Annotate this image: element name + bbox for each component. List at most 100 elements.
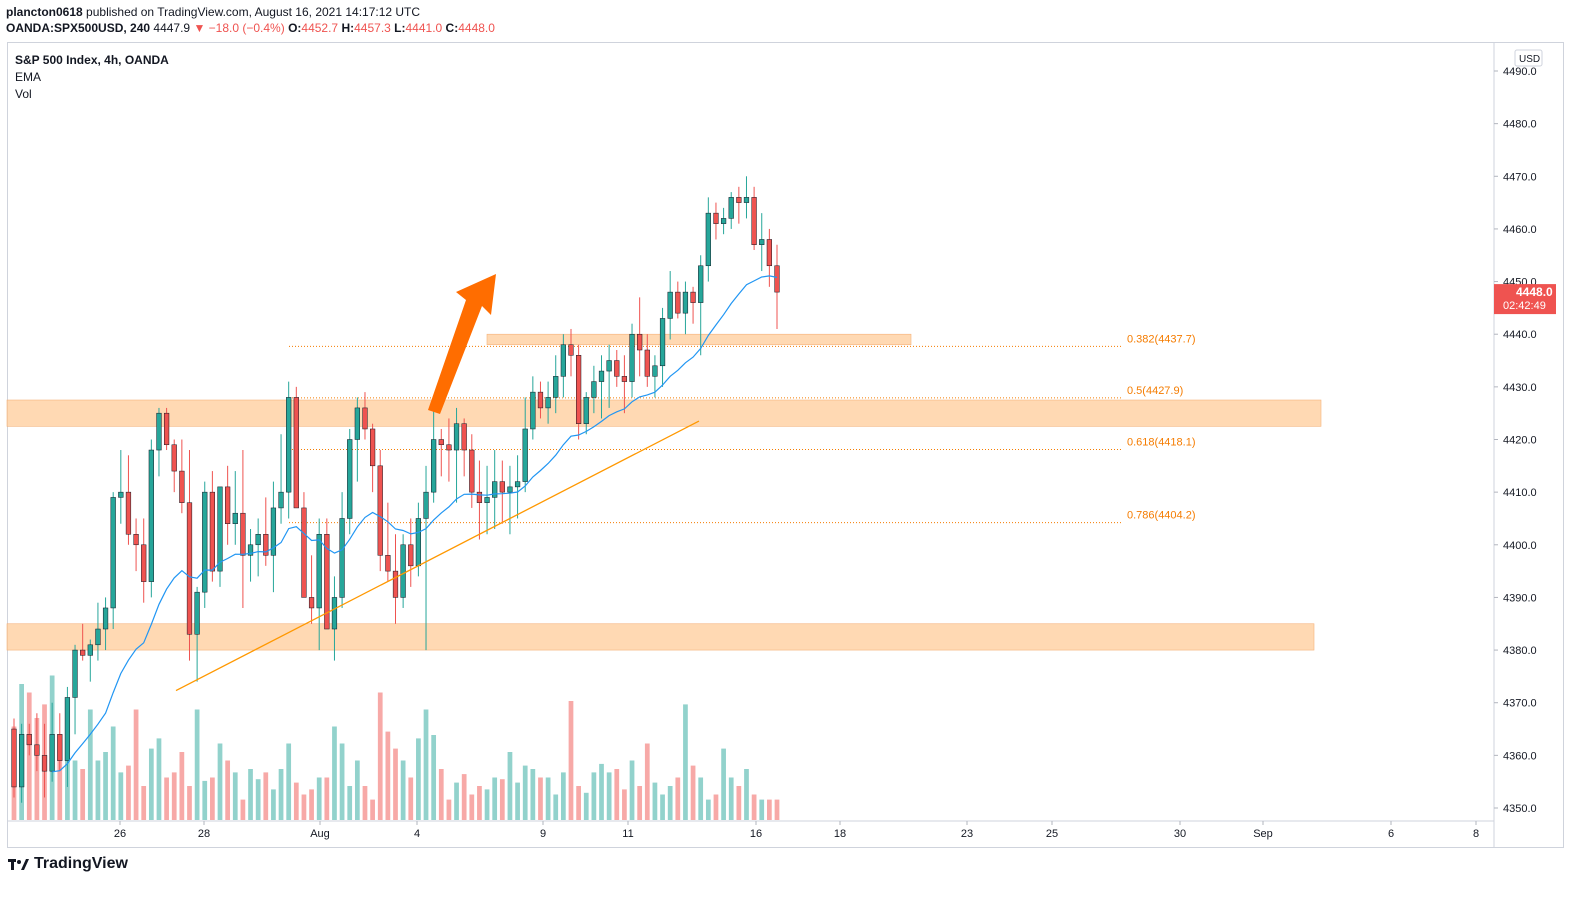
candle-body [26, 734, 32, 746]
candle-body [354, 407, 360, 440]
time-tick-label: 11 [622, 828, 633, 840]
volume-bar [286, 743, 292, 820]
candle [675, 281, 681, 319]
candle [19, 723, 25, 803]
chart-frame[interactable] [7, 42, 1564, 848]
legend-vol[interactable]: Vol [15, 87, 32, 101]
fib-level-label: 0.382(4437.7) [1127, 333, 1196, 345]
volume-bar [629, 760, 635, 820]
candle-body [369, 428, 376, 467]
candle [362, 392, 368, 440]
volume-bar [454, 782, 459, 820]
candle-body [377, 465, 383, 556]
candle-body [751, 197, 757, 245]
tradingview-logo[interactable]: TradingView [8, 855, 128, 873]
candle [507, 465, 513, 535]
time-tick-label: 26 [114, 828, 126, 840]
candle-body [179, 470, 185, 503]
volume-bar [232, 772, 238, 820]
up-arrow-icon [428, 274, 496, 414]
candle [476, 460, 483, 540]
volume-bar [248, 769, 253, 820]
candle [514, 455, 521, 519]
candle-body [499, 481, 505, 493]
candle [385, 502, 391, 582]
high-value: 4457.3 [354, 21, 391, 35]
candle [331, 576, 338, 661]
candle [301, 492, 307, 598]
volume-bar [530, 769, 536, 820]
candle-body [736, 197, 742, 203]
author[interactable]: plancton0618 [6, 5, 83, 19]
candle-body [263, 534, 269, 556]
candle-body [537, 391, 544, 409]
volume-bar [438, 769, 444, 820]
candle [720, 207, 727, 235]
volume-bar [26, 692, 32, 820]
volume-bar [522, 765, 528, 820]
candle-body [64, 697, 71, 761]
legend-title[interactable]: S&P 500 Index, 4h, OANDA [15, 53, 169, 67]
support-resistance-zone [486, 333, 912, 346]
published-note: published on TradingView.com, August 16,… [86, 5, 421, 19]
candle-body [11, 728, 17, 788]
volume-bar [133, 709, 139, 820]
candle [57, 713, 63, 772]
volume-bar [400, 760, 406, 820]
candle [728, 192, 734, 229]
candle [377, 450, 383, 572]
candle [324, 518, 330, 630]
volume-bar [560, 772, 566, 820]
volume-bar [568, 701, 574, 820]
volume-bar [179, 752, 185, 820]
price-tick-label: 4400.0 [1503, 540, 1537, 552]
candle [408, 518, 414, 587]
volume-bar [156, 738, 162, 820]
candle-body [141, 544, 147, 582]
trend-line [175, 420, 700, 692]
volume-bar [187, 786, 192, 820]
candle-body [759, 239, 765, 245]
volume-bar [202, 780, 208, 820]
volume-bar [72, 760, 78, 820]
price-tick-label: 4420.0 [1503, 435, 1537, 447]
volume-bar [736, 786, 742, 820]
volume-bar [171, 772, 177, 820]
open-label: O: [288, 21, 302, 35]
candle-body [461, 423, 467, 451]
volume-bar [652, 782, 658, 820]
volume-bar [675, 777, 681, 820]
candle [133, 518, 139, 572]
candle-body [766, 239, 772, 267]
candle-body [598, 370, 605, 382]
candle-body [57, 734, 63, 761]
volume-bar [515, 782, 520, 820]
candle [72, 644, 78, 735]
legend-ema[interactable]: EMA [15, 70, 42, 84]
volume-bar [393, 748, 398, 820]
candle-body [675, 291, 681, 314]
candle-body [507, 486, 513, 493]
candle-body [728, 197, 734, 219]
candle-body [415, 518, 422, 567]
symbol-label[interactable]: OANDA:SPX500USD, 240 [6, 21, 151, 35]
price-tick-label: 4360.0 [1503, 750, 1537, 762]
candle-body [667, 291, 673, 319]
candle-body [720, 218, 727, 224]
candle [614, 350, 620, 387]
currency-label: USD [1519, 54, 1540, 65]
candle-body [469, 449, 475, 493]
candle-body [431, 439, 437, 493]
candle-body [217, 486, 223, 572]
volume-bar [469, 794, 475, 820]
candle [26, 723, 32, 756]
volume-bar [316, 777, 322, 820]
candle [95, 602, 101, 661]
candle-body [545, 397, 551, 409]
candle [682, 281, 689, 335]
candle-body [438, 439, 444, 446]
candle [484, 465, 490, 535]
candle-body [301, 507, 307, 598]
time-tick-label: 16 [750, 828, 762, 840]
